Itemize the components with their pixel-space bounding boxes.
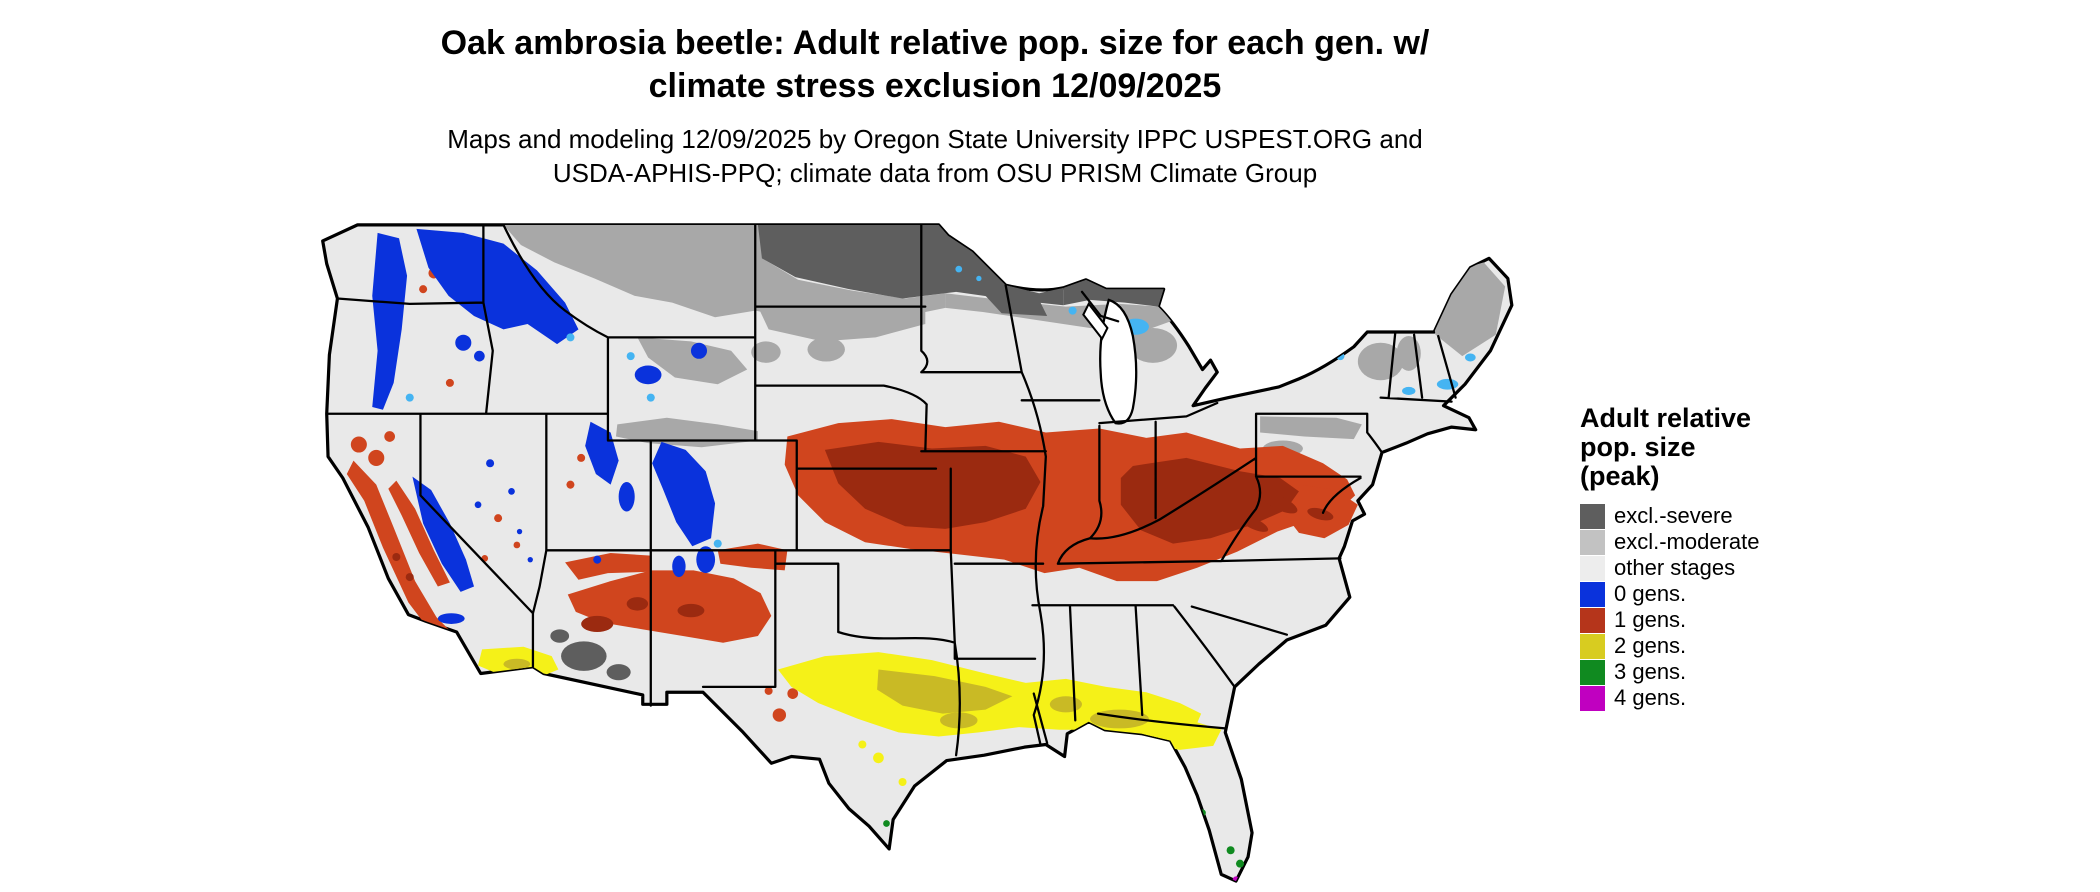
legend-swatch-3-gens [1580,659,1605,685]
map-raster-regions [346,224,1506,882]
great-lakes [1082,298,1138,425]
map-region-3-gens [883,796,1245,868]
legend-swatch-2-gens [1580,633,1605,659]
legend-item: 2 gens. [1580,633,1880,659]
subtitle-line-2: USDA-APHIS-PPQ; climate data from OSU PR… [552,158,1318,188]
legend-item: excl.-severe [1580,503,1880,529]
legend-label: 2 gens. [1614,633,1687,658]
legend-label: 1 gens. [1614,607,1687,632]
legend-swatch-excl-severe [1580,503,1605,529]
state-borders [325,223,1457,757]
figure-title: Oak ambrosia beetle: Adult relative pop.… [0,22,1870,108]
legend-label: excl.-severe [1614,503,1733,528]
legend-label: 4 gens. [1614,685,1687,710]
legend-item: excl.-moderate [1580,529,1880,555]
us-map-container [316,222,1548,892]
legend-item: 4 gens. [1580,685,1880,711]
us-map [321,223,1514,883]
legend-label: excl.-moderate [1614,529,1760,554]
title-line-2: climate stress exclusion 12/09/2025 [648,67,1222,105]
legend-swatch-1-gens [1580,607,1605,633]
legend-swatch-other-stages [1580,555,1605,581]
subtitle-line-1: Maps and modeling 12/09/2025 by Oregon S… [447,124,1423,154]
map-region-0-gens [372,228,716,624]
legend-item: 0 gens. [1580,581,1880,607]
legend-item: other stages [1580,555,1880,581]
legend-swatch-4-gens [1580,685,1605,711]
legend-swatch-0-gens [1580,581,1605,607]
legend-rows: excl.-severe excl.-moderate other stages… [1580,503,1880,711]
legend-item: 3 gens. [1580,659,1880,685]
legend-title-line-1: Adult relative [1580,403,1752,433]
legend-label: 0 gens. [1614,581,1687,606]
figure-subtitle: Maps and modeling 12/09/2025 by Oregon S… [0,122,1870,190]
map-region-excl-severe-north [757,224,1164,316]
map-legend: Adult relative pop. size (peak) excl.-se… [1580,404,1880,711]
title-line-1: Oak ambrosia beetle: Adult relative pop.… [440,24,1430,62]
green-bay [1082,302,1109,341]
legend-item: 1 gens. [1580,607,1880,633]
legend-label: 3 gens. [1614,659,1687,684]
legend-swatch-excl-moderate [1580,529,1605,555]
map-region-1-gens-dark [392,441,1334,632]
map-region-excl-severe-southwest [550,629,631,681]
legend-title-line-2: pop. size [1580,432,1696,462]
legend-label: other stages [1614,555,1736,580]
legend-title-line-3: (peak) [1580,461,1660,491]
